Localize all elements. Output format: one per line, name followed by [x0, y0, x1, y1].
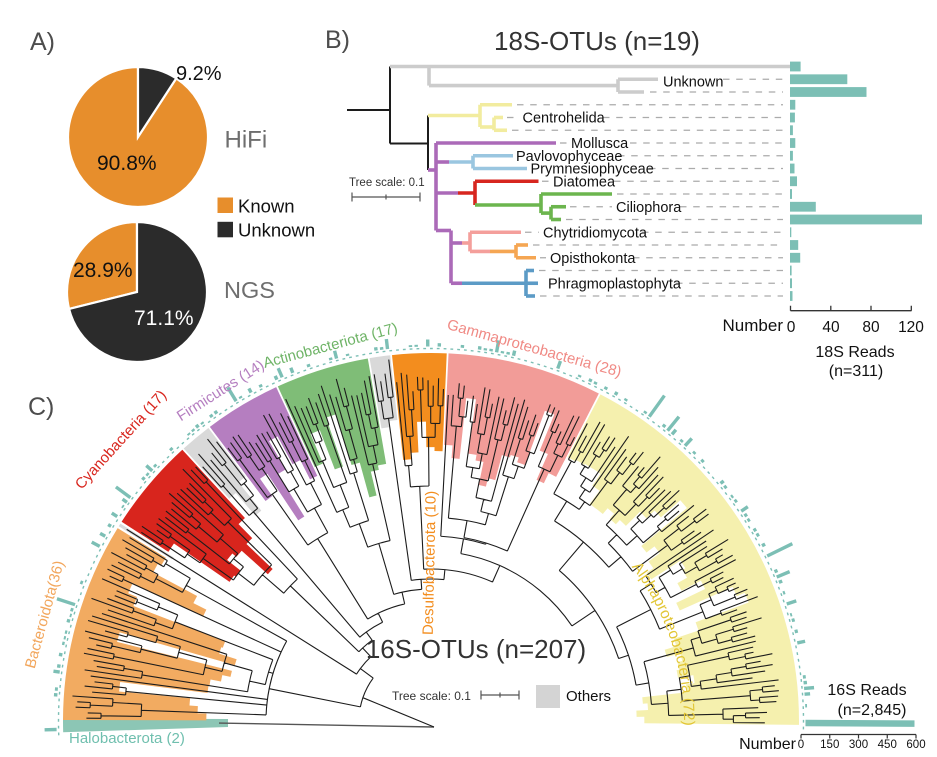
svg-text:Unknown: Unknown: [663, 75, 723, 91]
svg-text:71.1%: 71.1%: [134, 307, 194, 330]
svg-text:Unknown: Unknown: [238, 220, 315, 241]
svg-text:Number: Number: [723, 316, 784, 335]
svg-text:300: 300: [849, 739, 868, 751]
svg-text:C): C): [28, 393, 54, 421]
svg-text:A): A): [30, 28, 55, 56]
svg-text:(n=311): (n=311): [829, 363, 883, 380]
svg-text:NGS: NGS: [224, 277, 275, 303]
svg-text:120: 120: [898, 319, 924, 336]
svg-text:Chytridiomycota: Chytridiomycota: [543, 225, 648, 241]
svg-text:600: 600: [906, 739, 925, 751]
svg-text:16S-OTUs (n=207): 16S-OTUs (n=207): [366, 634, 586, 664]
svg-text:Centrohelida: Centrohelida: [523, 111, 606, 127]
svg-text:Tree scale: 0.1: Tree scale: 0.1: [392, 689, 471, 703]
svg-text:16S Reads: 16S Reads: [827, 682, 906, 699]
svg-text:Halobacterota (2): Halobacterota (2): [69, 730, 185, 747]
svg-text:Pavlovophyceae: Pavlovophyceae: [516, 149, 622, 165]
svg-text:28.9%: 28.9%: [73, 259, 133, 282]
svg-text:90.8%: 90.8%: [97, 152, 157, 175]
svg-text:40: 40: [822, 319, 840, 336]
svg-text:450: 450: [878, 739, 897, 751]
svg-text:Others: Others: [566, 688, 611, 705]
svg-text:150: 150: [820, 739, 839, 751]
svg-text:Prymnesiophyceae: Prymnesiophyceae: [531, 162, 654, 178]
svg-text:Cyanobacteria (17): Cyanobacteria (17): [72, 387, 170, 493]
svg-text:0: 0: [798, 739, 804, 751]
svg-text:Desulfobacterota (10): Desulfobacterota (10): [420, 491, 440, 636]
svg-text:Number: Number: [739, 736, 797, 753]
svg-text:Opisthokonta: Opisthokonta: [550, 251, 636, 267]
svg-text:Mollusca: Mollusca: [571, 136, 629, 152]
svg-text:18S-OTUs (n=19): 18S-OTUs (n=19): [494, 26, 700, 56]
svg-text:HiFi: HiFi: [225, 127, 268, 154]
svg-text:Known: Known: [238, 196, 295, 217]
svg-text:Ciliophora: Ciliophora: [616, 200, 682, 216]
svg-text:B): B): [325, 26, 350, 54]
svg-text:Phragmoplastophyta: Phragmoplastophyta: [548, 276, 682, 292]
svg-text:Tree scale: 0.1: Tree scale: 0.1: [349, 177, 425, 189]
svg-text:80: 80: [862, 319, 880, 336]
svg-text:9.2%: 9.2%: [176, 63, 222, 85]
svg-text:0: 0: [787, 319, 796, 336]
svg-text:18S Reads: 18S Reads: [815, 344, 894, 361]
svg-text:Diatomea: Diatomea: [553, 174, 616, 190]
svg-text:(n=2,845): (n=2,845): [838, 702, 907, 719]
